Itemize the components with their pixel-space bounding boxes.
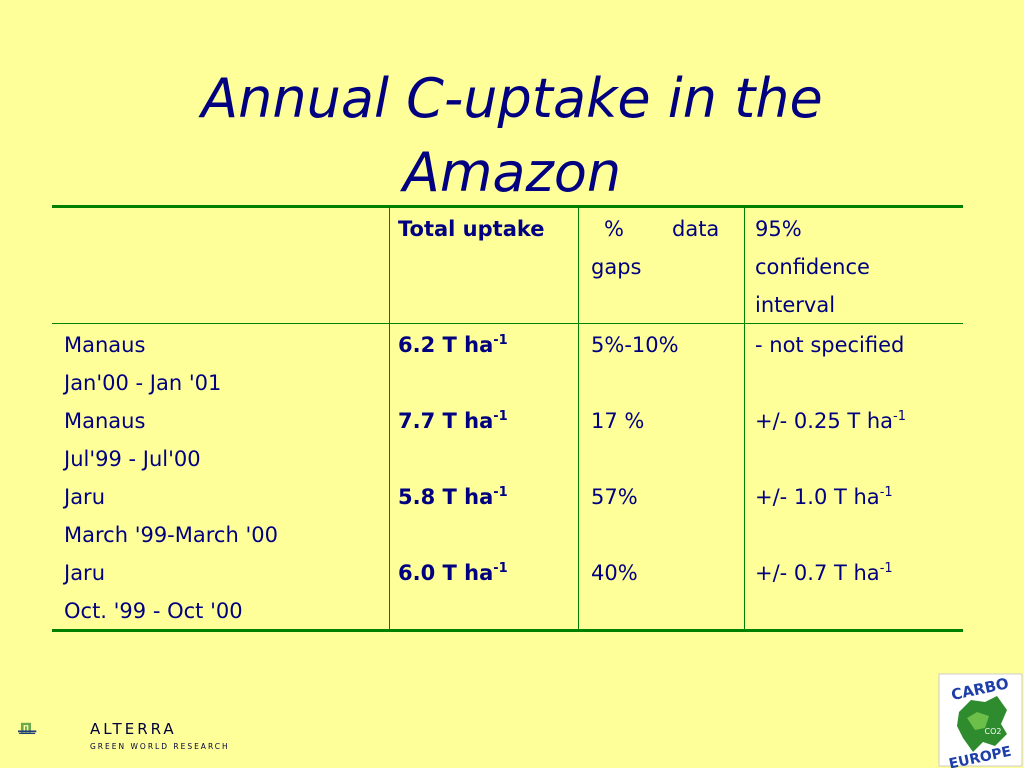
unit-exponent: -1 <box>493 561 508 576</box>
header-gaps-word: gaps <box>591 255 642 279</box>
slide-title: Annual C-uptake in the Amazon <box>201 67 823 204</box>
table-bottom-rule <box>52 629 963 632</box>
row-ci: +/- 0.7 T ha-1 <box>755 561 893 585</box>
row-gaps: 5%-10% <box>591 333 679 357</box>
header-ci-line2: confidence <box>755 255 870 279</box>
row-gaps: 17 % <box>591 409 645 433</box>
row-ci: - not specified <box>755 333 905 357</box>
column-divider <box>744 207 745 631</box>
row-site: Jaru <box>64 561 106 585</box>
row-period: Jan'00 - Jan '01 <box>64 371 222 395</box>
unit-exponent: -1 <box>493 333 508 348</box>
alterra-tagline: GREEN WORLD RESEARCH <box>90 742 230 751</box>
unit-exponent: -1 <box>879 561 893 576</box>
row-site: Jaru <box>64 485 106 509</box>
unit-exponent: -1 <box>879 485 893 500</box>
unit-exponent: -1 <box>493 409 508 424</box>
header-gaps-data: data <box>672 217 720 241</box>
header-ci-line3: interval <box>755 293 836 317</box>
row-period: Oct. '99 - Oct '00 <box>64 599 243 623</box>
row-gaps: 57% <box>591 485 638 509</box>
column-divider <box>578 207 579 631</box>
header-ci-line1: 95% <box>755 217 802 241</box>
row-site: Manaus <box>64 409 146 433</box>
unit-exponent: -1 <box>493 485 508 500</box>
unit-exponent: -1 <box>893 409 907 424</box>
row-gaps: 40% <box>591 561 638 585</box>
row-ci: +/- 1.0 T ha-1 <box>755 485 893 509</box>
row-ci: +/- 0.25 T ha-1 <box>755 409 907 433</box>
row-uptake: 6.0 T ha-1 <box>398 561 508 585</box>
row-period: Jul'99 - Jul'00 <box>64 447 201 471</box>
column-divider <box>389 207 390 631</box>
row-site: Manaus <box>64 333 146 357</box>
carbo-mark-text: CO2 <box>985 727 1002 736</box>
alterra-name: ALTERRA <box>90 720 177 738</box>
row-uptake: 6.2 T ha-1 <box>398 333 508 357</box>
row-uptake: 5.8 T ha-1 <box>398 485 508 509</box>
header-total-uptake: Total uptake <box>398 217 545 241</box>
alterra-logo-icon <box>18 722 37 735</box>
row-period: March '99-March '00 <box>64 523 278 547</box>
table-header-rule <box>52 323 963 324</box>
row-uptake: 7.7 T ha-1 <box>398 409 508 433</box>
table-top-rule <box>52 205 963 208</box>
carboeurope-logo-icon: CARBO EUROPE CO2 <box>938 673 1023 768</box>
header-gaps-percent: % <box>604 217 624 241</box>
